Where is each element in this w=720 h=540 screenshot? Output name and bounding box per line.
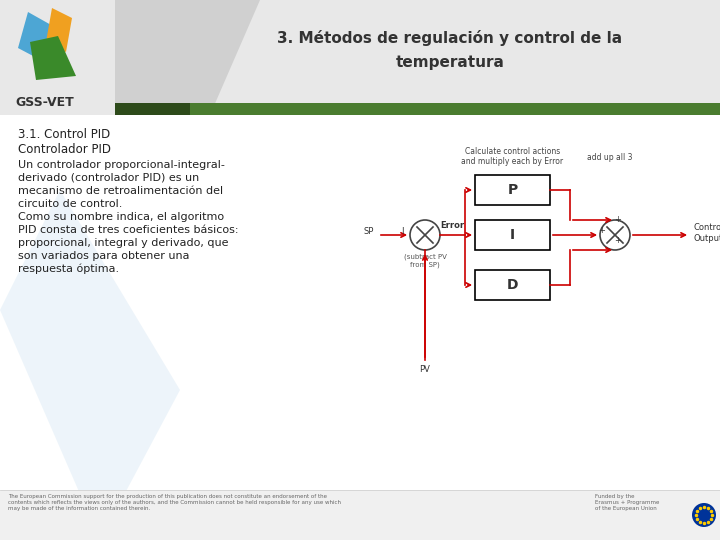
Text: add up all 3: add up all 3 — [588, 153, 633, 163]
Text: proporcional, integral y derivado, que: proporcional, integral y derivado, que — [18, 238, 228, 248]
Circle shape — [600, 220, 630, 250]
Text: Calculate control actions: Calculate control actions — [465, 147, 560, 157]
Text: SP: SP — [364, 227, 374, 237]
Text: son variados para obtener una: son variados para obtener una — [18, 251, 189, 261]
Text: +: + — [615, 215, 621, 224]
Text: +: + — [615, 236, 621, 245]
Text: The European Commission support for the production of this publication does not : The European Commission support for the … — [8, 494, 341, 511]
Polygon shape — [18, 12, 60, 66]
Bar — [0, 490, 720, 540]
Text: D: D — [507, 278, 518, 292]
Text: respuesta óptima.: respuesta óptima. — [18, 264, 119, 274]
Text: +: + — [598, 226, 606, 235]
Text: 3. Métodos de regulación y control de la: 3. Métodos de regulación y control de la — [277, 30, 623, 46]
Text: Funded by the
Erasmus + Programme
of the European Union: Funded by the Erasmus + Programme of the… — [595, 494, 660, 511]
Bar — [0, 115, 720, 540]
Text: 3.1. Control PID: 3.1. Control PID — [18, 128, 110, 141]
Bar — [475, 220, 550, 250]
Text: GSS-VET: GSS-VET — [15, 96, 73, 109]
Text: Controller
Output: Controller Output — [693, 224, 720, 242]
Polygon shape — [115, 0, 260, 115]
Text: I: I — [510, 228, 515, 242]
Polygon shape — [0, 190, 180, 540]
Bar — [115, 103, 190, 115]
Bar — [0, 0, 720, 115]
Text: temperatura: temperatura — [395, 55, 505, 70]
Text: Controlador PID: Controlador PID — [18, 143, 111, 156]
Text: Como su nombre indica, el algoritmo: Como su nombre indica, el algoritmo — [18, 212, 224, 222]
Text: derivado (controlador PID) es un: derivado (controlador PID) es un — [18, 173, 199, 183]
Text: (subtract PV
from SP): (subtract PV from SP) — [404, 254, 446, 268]
Text: Un controlador proporcional-integral-: Un controlador proporcional-integral- — [18, 160, 225, 170]
Text: P: P — [508, 183, 518, 197]
Bar — [190, 103, 720, 115]
Text: mecanismo de retroalimentación del: mecanismo de retroalimentación del — [18, 186, 223, 196]
Text: PID consta de tres coeficientes básicos:: PID consta de tres coeficientes básicos: — [18, 225, 238, 235]
Bar — [475, 175, 550, 205]
Text: and multiply each by Error: and multiply each by Error — [462, 158, 564, 166]
Text: I: I — [401, 227, 403, 237]
Text: circuito de control.: circuito de control. — [18, 199, 122, 209]
Polygon shape — [30, 36, 76, 80]
Text: Error: Error — [441, 221, 464, 230]
Circle shape — [410, 220, 440, 250]
Text: PV: PV — [420, 365, 431, 374]
Bar — [475, 270, 550, 300]
Circle shape — [692, 503, 716, 527]
Polygon shape — [46, 8, 72, 52]
